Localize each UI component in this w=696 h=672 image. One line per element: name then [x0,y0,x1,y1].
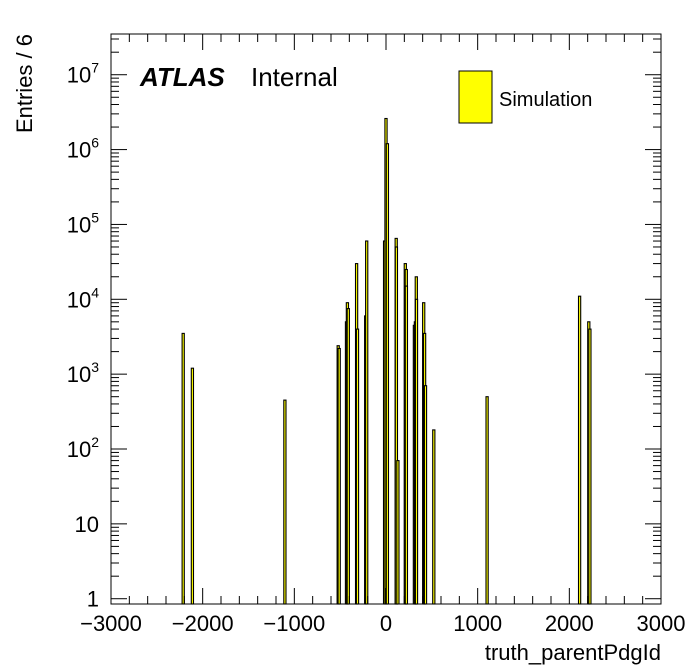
y-tick-label: 107 [67,60,99,88]
y-tick-label: 102 [67,434,99,462]
y-tick-label: 105 [67,209,99,237]
histogram-bar [181,332,185,605]
histogram-bar [577,295,582,605]
x-axis-title: truth_parentPdgId [485,640,661,665]
y-tick-labels: 1 10 102 103 104 105 106 107 [67,60,99,612]
histogram-bar [355,328,360,605]
histogram-bar [283,399,287,605]
histogram-bar [432,429,436,605]
x-tick-label: −3000 [80,611,142,636]
internal-label: Internal [251,62,338,92]
y-axis-title: Entries / 6 [12,34,37,133]
y-tick-label: 104 [67,284,99,312]
legend-label-simulation: Simulation [499,89,592,111]
y-tick-label: 10 [75,512,99,537]
y-tick-label: 103 [67,359,99,387]
histogram-bar [346,308,350,605]
histogram-bar [396,460,400,605]
x-tick-label: 3000 [637,611,686,636]
y-tick-label: 106 [67,135,99,163]
x-tick-labels: −3000 −2000 −1000 0 1000 2000 3000 [80,611,685,636]
x-tick-label: 2000 [545,611,594,636]
histogram-bar [588,328,592,605]
x-tick-label: 0 [380,611,392,636]
histogram-bar [385,143,390,605]
y-tick-label: 1 [87,587,99,612]
histogram-bar [337,347,341,605]
histogram-bar [414,298,419,605]
ticks-group [110,34,662,604]
legend: Simulation [458,70,592,124]
x-tick-label: 1000 [453,611,502,636]
histogram-bar [485,396,489,605]
histogram-bar [423,385,428,605]
histogram-bar [365,240,369,605]
bars-group [181,117,592,605]
legend-swatch-simulation [458,70,493,124]
histogram-bar [190,367,195,605]
atlas-label: ATLAS [139,62,225,92]
x-tick-label: −2000 [172,611,234,636]
histogram-bar [404,285,409,605]
x-tick-label: −1000 [263,611,325,636]
